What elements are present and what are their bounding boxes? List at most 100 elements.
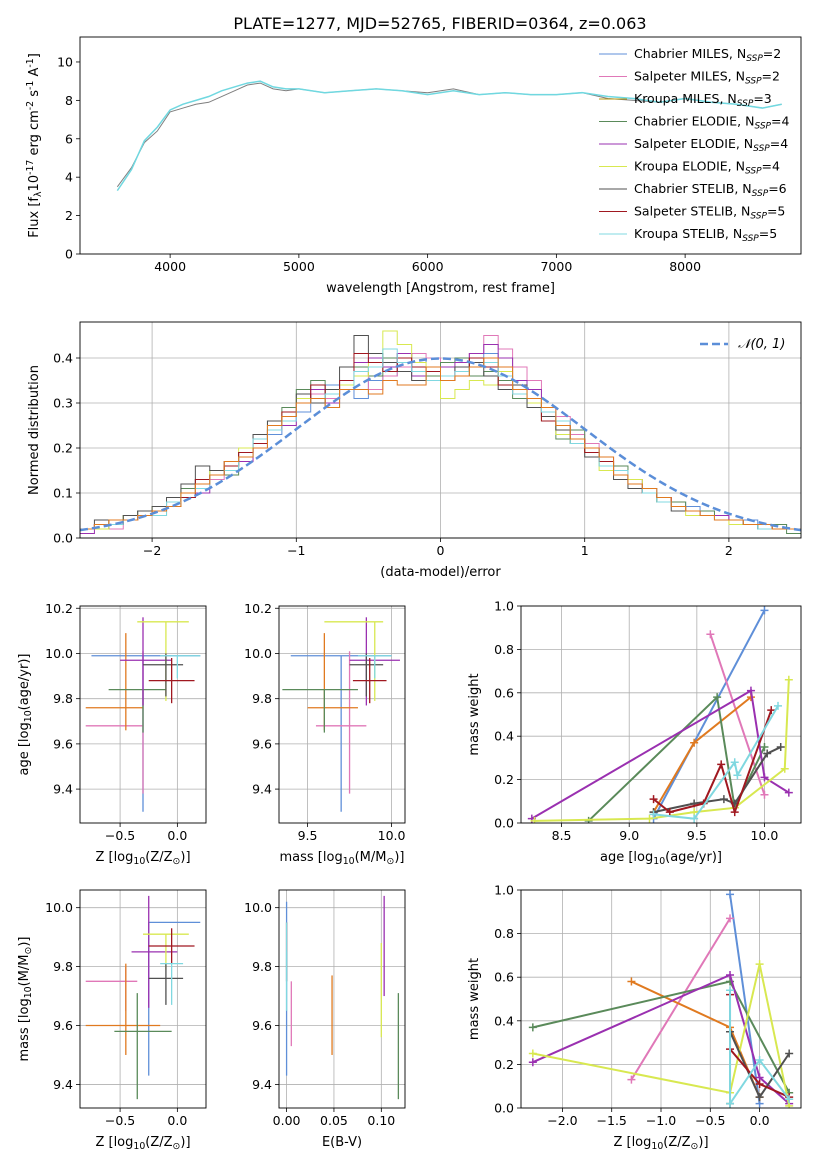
errorbar-point: [91, 655, 201, 812]
weight-marker: [690, 814, 699, 823]
panel-age-vs-mass: 9.5 10.0 9.4 9.6 9.8 10.0 10.2 mass [log10​(M/M…: [244, 601, 405, 867]
weight-line: [652, 709, 773, 816]
legend-label: Kroupa ELODIE, NSSP=4: [634, 159, 780, 177]
plot-area: [116, 80, 782, 192]
tick-label-x: 9.0: [619, 828, 639, 843]
legend-label: Salpeter ELODIE, NSSP=4: [634, 136, 788, 154]
x-axis-label: wavelength [Angstrom, rest frame]: [326, 281, 555, 296]
tick-label-y: 10.0: [244, 900, 272, 915]
weight-marker: [645, 814, 654, 823]
weight-marker: [760, 790, 769, 799]
tick-label-x: 9.5: [298, 828, 318, 843]
errorbar-point: [148, 963, 184, 1005]
tick-label-x: 8.5: [552, 828, 572, 843]
y-axis-label: mass weight: [467, 673, 482, 755]
tick-label-y: 0.0: [494, 1101, 514, 1116]
weight-marker: [528, 1023, 537, 1032]
tick-label-y: 8: [65, 93, 73, 108]
tick-label-y: 4: [65, 170, 73, 185]
weight-marker: [726, 971, 735, 980]
weight-marker: [755, 1056, 764, 1065]
panel-massweight-vs-age: 8.5 9.0 9.5 10.0 0.0 0.2 0.4 0.6 0.8 1.0 age [log1…: [467, 599, 802, 867]
tick-label-y: 10.0: [45, 646, 73, 661]
tick-label-y: 0.4: [494, 1013, 514, 1028]
weight-line: [653, 705, 779, 820]
normal-curve: [80, 357, 801, 532]
weight-marker: [784, 788, 793, 797]
tick-label-x: −0.5: [105, 1113, 135, 1128]
weight-marker: [755, 1093, 764, 1102]
tick-label-x: 0.05: [320, 1113, 348, 1128]
tick-label-y: 9.8: [252, 691, 272, 706]
errorbar-point: [120, 617, 172, 706]
tick-label-y: 9.4: [53, 782, 73, 797]
weight-line: [531, 689, 790, 820]
legend-label: Chabrier MILES, NSSP=2: [634, 46, 781, 64]
weight-line: [587, 695, 766, 822]
weight-line: [534, 679, 790, 822]
tick-label-x: −2.0: [547, 1113, 577, 1128]
y-axis-label: mass [log10​(M/M⊙​)]: [17, 937, 34, 1062]
tick-label-y: 0.4: [53, 351, 73, 366]
panel-mass-vs-ebv: 0.00 0.05 0.10 9.4 9.6 9.8 10.0 E(B-V): [244, 889, 406, 1150]
weight-marker: [726, 914, 735, 923]
weight-marker: [530, 816, 539, 823]
x-axis-label: (data-model)/error: [380, 565, 501, 580]
tick-label-y: 0.8: [494, 926, 514, 941]
errorbar-point: [148, 657, 195, 704]
panel-spectrum: 4000 5000 6000 7000 8000 0 2 4 6 8 10 Chabrier MILE…: [25, 36, 802, 296]
plot-area: [85, 895, 201, 1100]
weight-marker: [785, 1049, 794, 1058]
errorbar-point: [85, 966, 138, 1011]
tick-label-y: 9.4: [252, 1077, 272, 1092]
tick-label-y: 2: [65, 208, 73, 223]
tick-label-y: 0.4: [494, 729, 514, 744]
tick-label-x: 7000: [540, 259, 572, 274]
y-axis-label: Flux [fλ​10-17​ erg cm-2​ s-1​ A-1​]: [25, 53, 44, 238]
weight-line: [709, 633, 766, 796]
weight-marker: [706, 630, 715, 639]
panel-age-vs-z: −0.5 0.0 9.4 9.6 9.8 10.0 10.2 Z [log10​(Z/Z⊙​)…: [17, 601, 207, 867]
weight-marker: [763, 749, 772, 758]
x-axis-label: E(B-V): [322, 1135, 362, 1150]
tick-label-y: 6: [65, 131, 73, 146]
tick-label-y: 9.8: [53, 691, 73, 706]
plot-area: [527, 606, 793, 823]
y-axis-label: mass weight: [467, 958, 482, 1040]
y-axis-label: age [log10​(age/yr)]: [17, 654, 34, 776]
tick-label-y: 1.0: [494, 883, 514, 898]
tick-label-y: 9.6: [252, 736, 272, 751]
plot-area: [80, 330, 801, 534]
tick-label-y: 0.6: [494, 685, 514, 700]
weight-marker: [760, 743, 769, 752]
y-axis-label: Normed distribution: [27, 365, 42, 495]
x-axis-label: age [log10​(age/yr)]: [600, 850, 722, 867]
tick-label-y: 0.0: [53, 531, 73, 546]
weight-marker: [665, 808, 674, 817]
tick-label-x: 0: [437, 543, 445, 558]
tick-label-x: −0.5: [695, 1113, 725, 1128]
errorbar-point: [290, 655, 392, 812]
errorbar-point: [160, 962, 184, 1005]
tick-label-y: 0: [65, 247, 73, 262]
weight-marker: [726, 890, 735, 899]
panel-massweight-vs-z: −2.0 −1.5 −1.0 −0.5 0.0 0.0 0.2 0.4 0.6 0.8 1.0 Z […: [467, 883, 802, 1152]
errorbar-point: [85, 651, 144, 794]
tick-label-x: −0.5: [105, 828, 135, 843]
axes-frame: [79, 321, 802, 539]
legend-label: Salpeter MILES, NSSP=2: [634, 69, 780, 87]
tick-label-x: 8000: [669, 259, 701, 274]
weight-marker: [785, 1095, 794, 1104]
weight-marker: [755, 960, 764, 969]
axes-frame: [520, 605, 802, 824]
errorbar-point: [143, 653, 184, 697]
errorbar-point: [114, 993, 172, 1100]
weight-marker: [713, 693, 722, 702]
tick-label-y: 9.8: [252, 959, 272, 974]
tick-label-y: 0.2: [494, 772, 514, 787]
errorbar-point: [352, 657, 387, 704]
tick-label-y: 0.3: [53, 396, 73, 411]
weight-line: [653, 746, 782, 814]
legend-label: Chabrier ELODIE, NSSP=4: [634, 114, 789, 132]
errorbar-point: [131, 895, 178, 1008]
